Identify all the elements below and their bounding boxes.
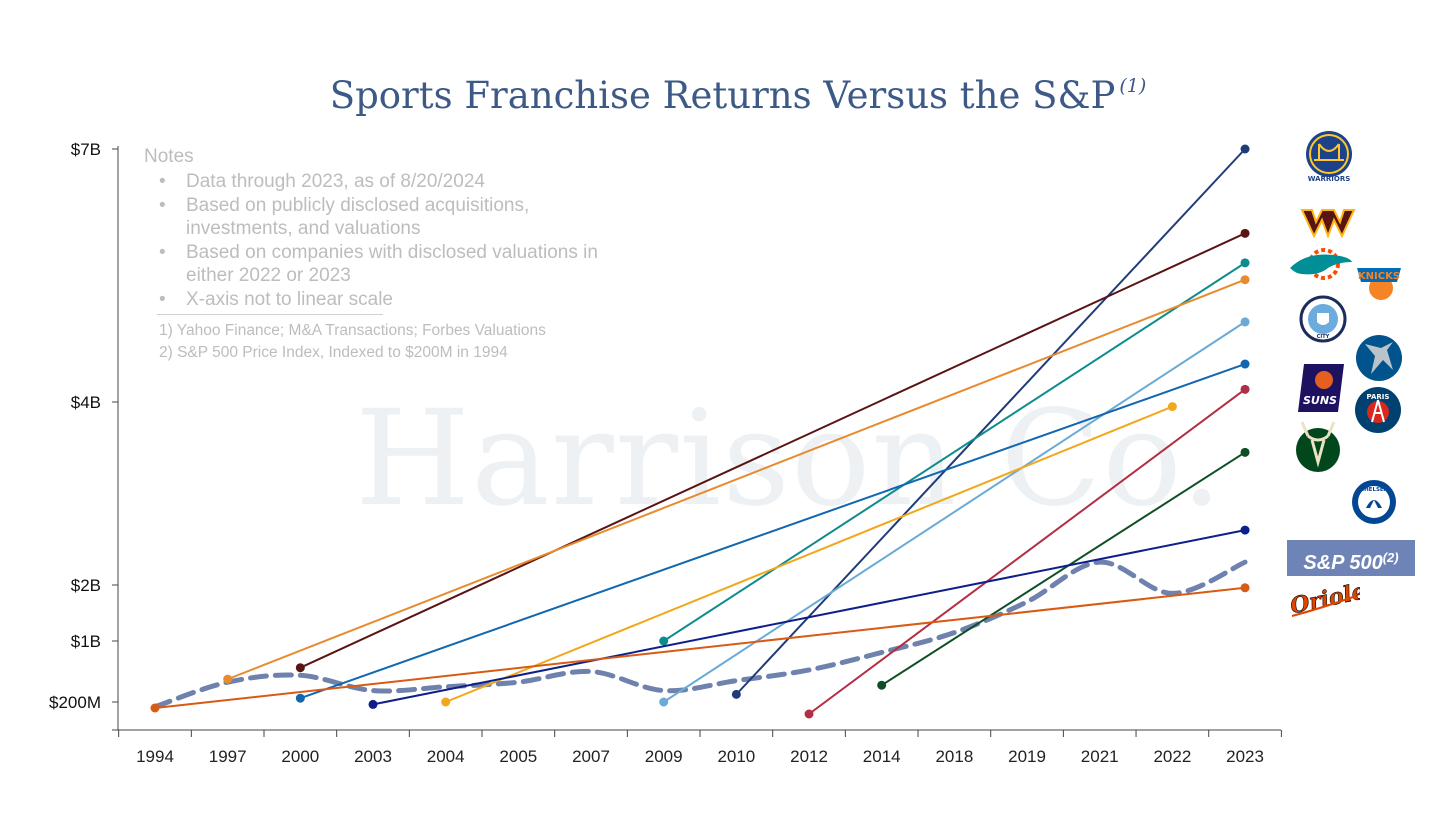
commanders-start-point	[295, 663, 305, 673]
warriors-start-point	[731, 689, 741, 699]
notes-heading: Notes	[144, 146, 194, 167]
bucks-start-point	[877, 680, 887, 690]
x-tick-label: 2018	[935, 747, 973, 766]
dolphins-logo-icon	[1290, 248, 1352, 280]
x-tick-label: 2009	[645, 747, 683, 766]
commanders-logo-icon	[1300, 209, 1356, 239]
x-tick-label: 1997	[209, 747, 247, 766]
man-city-start-point	[659, 697, 669, 707]
mavericks-series-line	[300, 363, 1246, 700]
notes-divider	[157, 314, 383, 315]
dolphins-series-line	[663, 262, 1246, 642]
y-tick-label: $7B	[71, 140, 101, 159]
warriors-logo-text: WARRIORS	[1308, 175, 1351, 183]
warriors-logo-icon: WARRIORS	[1306, 131, 1352, 183]
x-tick-label: 2004	[427, 747, 465, 766]
bucks-logo-icon	[1296, 421, 1340, 472]
x-tick-label: 2003	[354, 747, 392, 766]
sp500-label-note: (2)	[1382, 550, 1399, 565]
knicks-logo-icon: KNICKS	[1357, 268, 1401, 300]
man-city-series-line	[663, 321, 1246, 703]
man-city-logo-text: CITY	[1317, 334, 1330, 340]
sp500-series-line	[152, 559, 1248, 710]
knicks-start-point	[223, 674, 233, 684]
orioles-series-line	[154, 586, 1246, 709]
chelsea-start-point	[368, 699, 378, 709]
suns-series-line	[445, 405, 1173, 703]
notes-bullet: Based on publicly disclosed acquisitions…	[159, 194, 626, 241]
sp500-legend-label: S&P 500(2)	[1287, 540, 1415, 576]
suns-logo-text: SUNS	[1303, 394, 1337, 407]
psg-series-line	[808, 388, 1246, 715]
chart-title: Sports Franchise Returns Versus the S&P(…	[0, 74, 1456, 117]
x-tick-label: 2005	[499, 747, 537, 766]
x-tick-label: 2010	[717, 747, 755, 766]
knicks-end-point	[1240, 275, 1250, 285]
notes-list: Data through 2023, as of 8/20/2024 Based…	[144, 170, 626, 311]
orioles-logo-icon: Orioles	[1288, 580, 1360, 620]
suns-end-point	[1167, 402, 1177, 412]
notes-bullet: Data through 2023, as of 8/20/2024	[159, 170, 626, 194]
x-tick-label: 2000	[281, 747, 319, 766]
suns-start-point	[441, 697, 451, 707]
mavericks-logo-icon	[1356, 335, 1402, 381]
x-tick-label: 1994	[136, 747, 174, 766]
y-tick-label: $4B	[71, 393, 101, 412]
chart-title-text: Sports Franchise Returns Versus the S&P	[329, 74, 1116, 117]
chelsea-logo-icon: CHELSEA	[1352, 480, 1396, 524]
footnote: 2) S&P 500 Price Index, Indexed to $200M…	[159, 344, 508, 361]
man-city-end-point	[1240, 317, 1250, 327]
x-tick-label: 2022	[1153, 747, 1191, 766]
footnote: 1) Yahoo Finance; M&A Transactions; Forb…	[159, 322, 546, 339]
notes-box: Notes Data through 2023, as of 8/20/2024…	[144, 144, 626, 364]
commanders-series-line	[299, 232, 1246, 669]
y-tick-label: $200M	[49, 693, 101, 712]
notes-bullet: X-axis not to linear scale	[159, 288, 626, 312]
x-tick-label: 2019	[1008, 747, 1046, 766]
commanders-end-point	[1240, 228, 1250, 238]
knicks-logo-text: KNICKS	[1358, 271, 1400, 282]
x-tick-label: 2021	[1081, 747, 1119, 766]
chelsea-logo-text: CHELSEA	[1360, 487, 1389, 493]
warriors-series-line	[735, 148, 1246, 696]
warriors-end-point	[1240, 144, 1250, 154]
y-tick-label: $1B	[71, 632, 101, 651]
mavericks-end-point	[1240, 359, 1250, 369]
knicks-series-line	[227, 278, 1246, 681]
orioles-start-point	[150, 703, 160, 713]
sp500-label-text: S&P 500	[1303, 552, 1383, 574]
psg-start-point	[804, 709, 814, 719]
bucks-series-line	[881, 451, 1246, 687]
bucks-end-point	[1240, 447, 1250, 457]
psg-logo-text: PARIS	[1367, 393, 1390, 401]
psg-logo-icon: PARIS	[1355, 387, 1401, 433]
dolphins-end-point	[1240, 258, 1250, 268]
mavericks-start-point	[295, 693, 305, 703]
x-tick-label: 2012	[790, 747, 828, 766]
chelsea-series-line	[372, 529, 1246, 706]
x-tick-label: 2007	[572, 747, 610, 766]
man-city-logo-icon: CITY	[1299, 295, 1347, 343]
dolphins-start-point	[659, 636, 669, 646]
x-tick-label: 2023	[1226, 747, 1264, 766]
notes-bullet: Based on companies with disclosed valuat…	[159, 241, 626, 288]
x-tick-label: 2014	[863, 747, 901, 766]
y-tick-label: $2B	[71, 576, 101, 595]
orioles-end-point	[1240, 583, 1250, 593]
chelsea-end-point	[1240, 525, 1250, 535]
suns-logo-icon: SUNS	[1298, 364, 1344, 412]
psg-end-point	[1240, 384, 1250, 394]
chart-title-note: (1)	[1119, 75, 1147, 97]
